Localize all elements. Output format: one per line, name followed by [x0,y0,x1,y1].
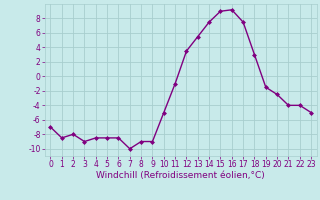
X-axis label: Windchill (Refroidissement éolien,°C): Windchill (Refroidissement éolien,°C) [96,171,265,180]
